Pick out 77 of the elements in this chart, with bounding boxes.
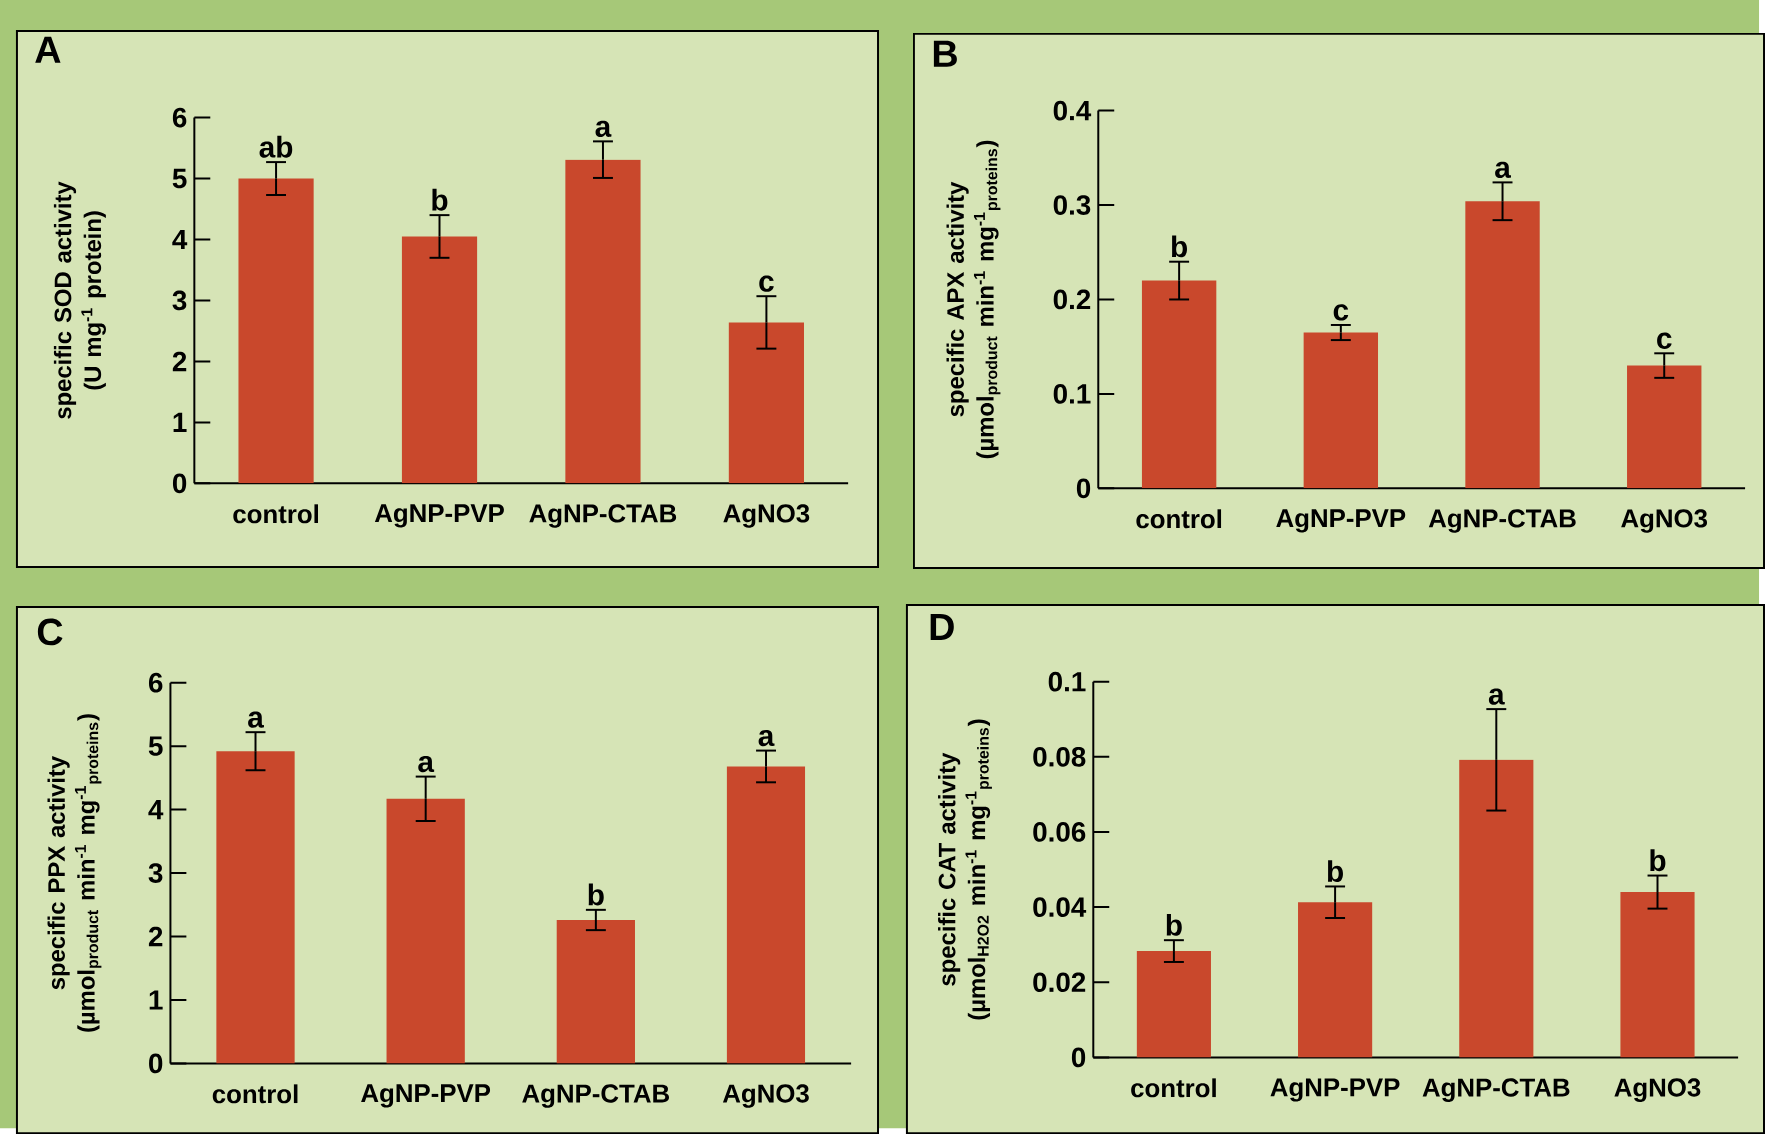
- annotation: ab: [259, 135, 293, 158]
- y-tick-label: 4: [172, 229, 188, 250]
- y-tick-label: 3: [172, 290, 187, 311]
- bar: [1465, 201, 1540, 489]
- x-tick-label: AgNP-PVP: [1270, 1078, 1400, 1102]
- y-tick-label: 3: [148, 863, 163, 883]
- x-tick-label: control: [1136, 509, 1222, 529]
- y-tick-label: 0.06: [1033, 822, 1086, 842]
- bar: [1141, 280, 1217, 489]
- x-tick-label: AgNO3: [722, 1084, 809, 1108]
- bar: [565, 159, 641, 484]
- x-tick-label: AgNP-PVP: [361, 1084, 491, 1108]
- x-tick-label: AgNP-CTAB: [1422, 1078, 1570, 1102]
- annotation: b: [1166, 913, 1182, 936]
- chart-title: A: [35, 36, 61, 63]
- annotation: b: [1171, 235, 1187, 258]
- annotation: a: [1488, 688, 1505, 705]
- annotation: a: [1495, 161, 1511, 178]
- bar: [556, 919, 635, 1064]
- x-tick-label: AgNO3: [1621, 509, 1708, 533]
- x-tick-label: control: [233, 504, 318, 524]
- x-tick-label: AgNP-CTAB: [522, 1084, 669, 1108]
- annotation: b: [1650, 849, 1666, 872]
- x-tick-label: AgNP-PVP: [374, 504, 504, 528]
- bar: [1303, 332, 1379, 489]
- annotation: c: [1333, 304, 1349, 321]
- annotation: a: [595, 120, 612, 137]
- x-tick-label: control: [212, 1084, 298, 1104]
- annotation: b: [432, 188, 448, 211]
- annotation: c: [1657, 332, 1672, 349]
- bar: [1620, 892, 1695, 1058]
- annotation: a: [418, 755, 435, 773]
- y-tick-label: 0.02: [1033, 972, 1086, 993]
- annotation: c: [759, 275, 774, 292]
- y-tick-label: 0.2: [1053, 289, 1091, 310]
- y-tick-label: 0.08: [1033, 746, 1086, 767]
- y-tick-label: 4: [148, 799, 164, 820]
- bar: [726, 766, 806, 1064]
- y-tick-label: 1: [149, 990, 163, 1010]
- bar: [1627, 365, 1702, 489]
- annotation: b: [1327, 860, 1343, 882]
- chart-title: B: [933, 40, 957, 67]
- chart-title: C: [37, 618, 63, 646]
- annotation: b: [588, 883, 604, 906]
- annotation: a: [248, 711, 264, 728]
- bar: [216, 751, 295, 1064]
- x-tick-label: AgNP-CTAB: [1428, 509, 1576, 533]
- y-tick-label: 0.04: [1033, 897, 1087, 917]
- y-tick-label: 0.3: [1053, 195, 1091, 215]
- x-tick-label: AgNP-CTAB: [529, 504, 677, 528]
- y-tick-label: 6: [172, 107, 187, 128]
- y-tick-label: 0: [1076, 478, 1091, 499]
- y-tick-label: 2: [148, 926, 163, 947]
- bar: [1298, 902, 1373, 1058]
- bar: [401, 236, 478, 484]
- y-tick-label: 0.1: [1048, 671, 1086, 692]
- bar: [1136, 951, 1211, 1058]
- x-tick-label: AgNO3: [723, 504, 810, 528]
- x-tick-label: AgNP-PVP: [1276, 509, 1406, 533]
- y-tick-label: 0: [172, 473, 187, 494]
- y-tick-label: 1: [173, 412, 187, 432]
- y-tick-label: 0.1: [1053, 383, 1091, 404]
- y-tick-label: 0.4: [1053, 100, 1092, 121]
- y-tick-label: 2: [172, 351, 187, 372]
- y-tick-label: 5: [148, 736, 163, 756]
- y-tick-label: 0: [149, 1053, 163, 1074]
- bar: [1459, 759, 1534, 1058]
- bar: [386, 798, 465, 1064]
- y-tick-label: 5: [172, 168, 187, 189]
- y-tick-label: 6: [148, 672, 163, 693]
- x-tick-label: AgNO3: [1614, 1078, 1701, 1102]
- bar: [238, 178, 314, 484]
- y-tick-label: 0: [1071, 1047, 1086, 1068]
- chart-title: D: [930, 613, 954, 640]
- x-tick-label: control: [1131, 1078, 1216, 1098]
- bar: [728, 322, 804, 484]
- annotation: a: [758, 729, 775, 747]
